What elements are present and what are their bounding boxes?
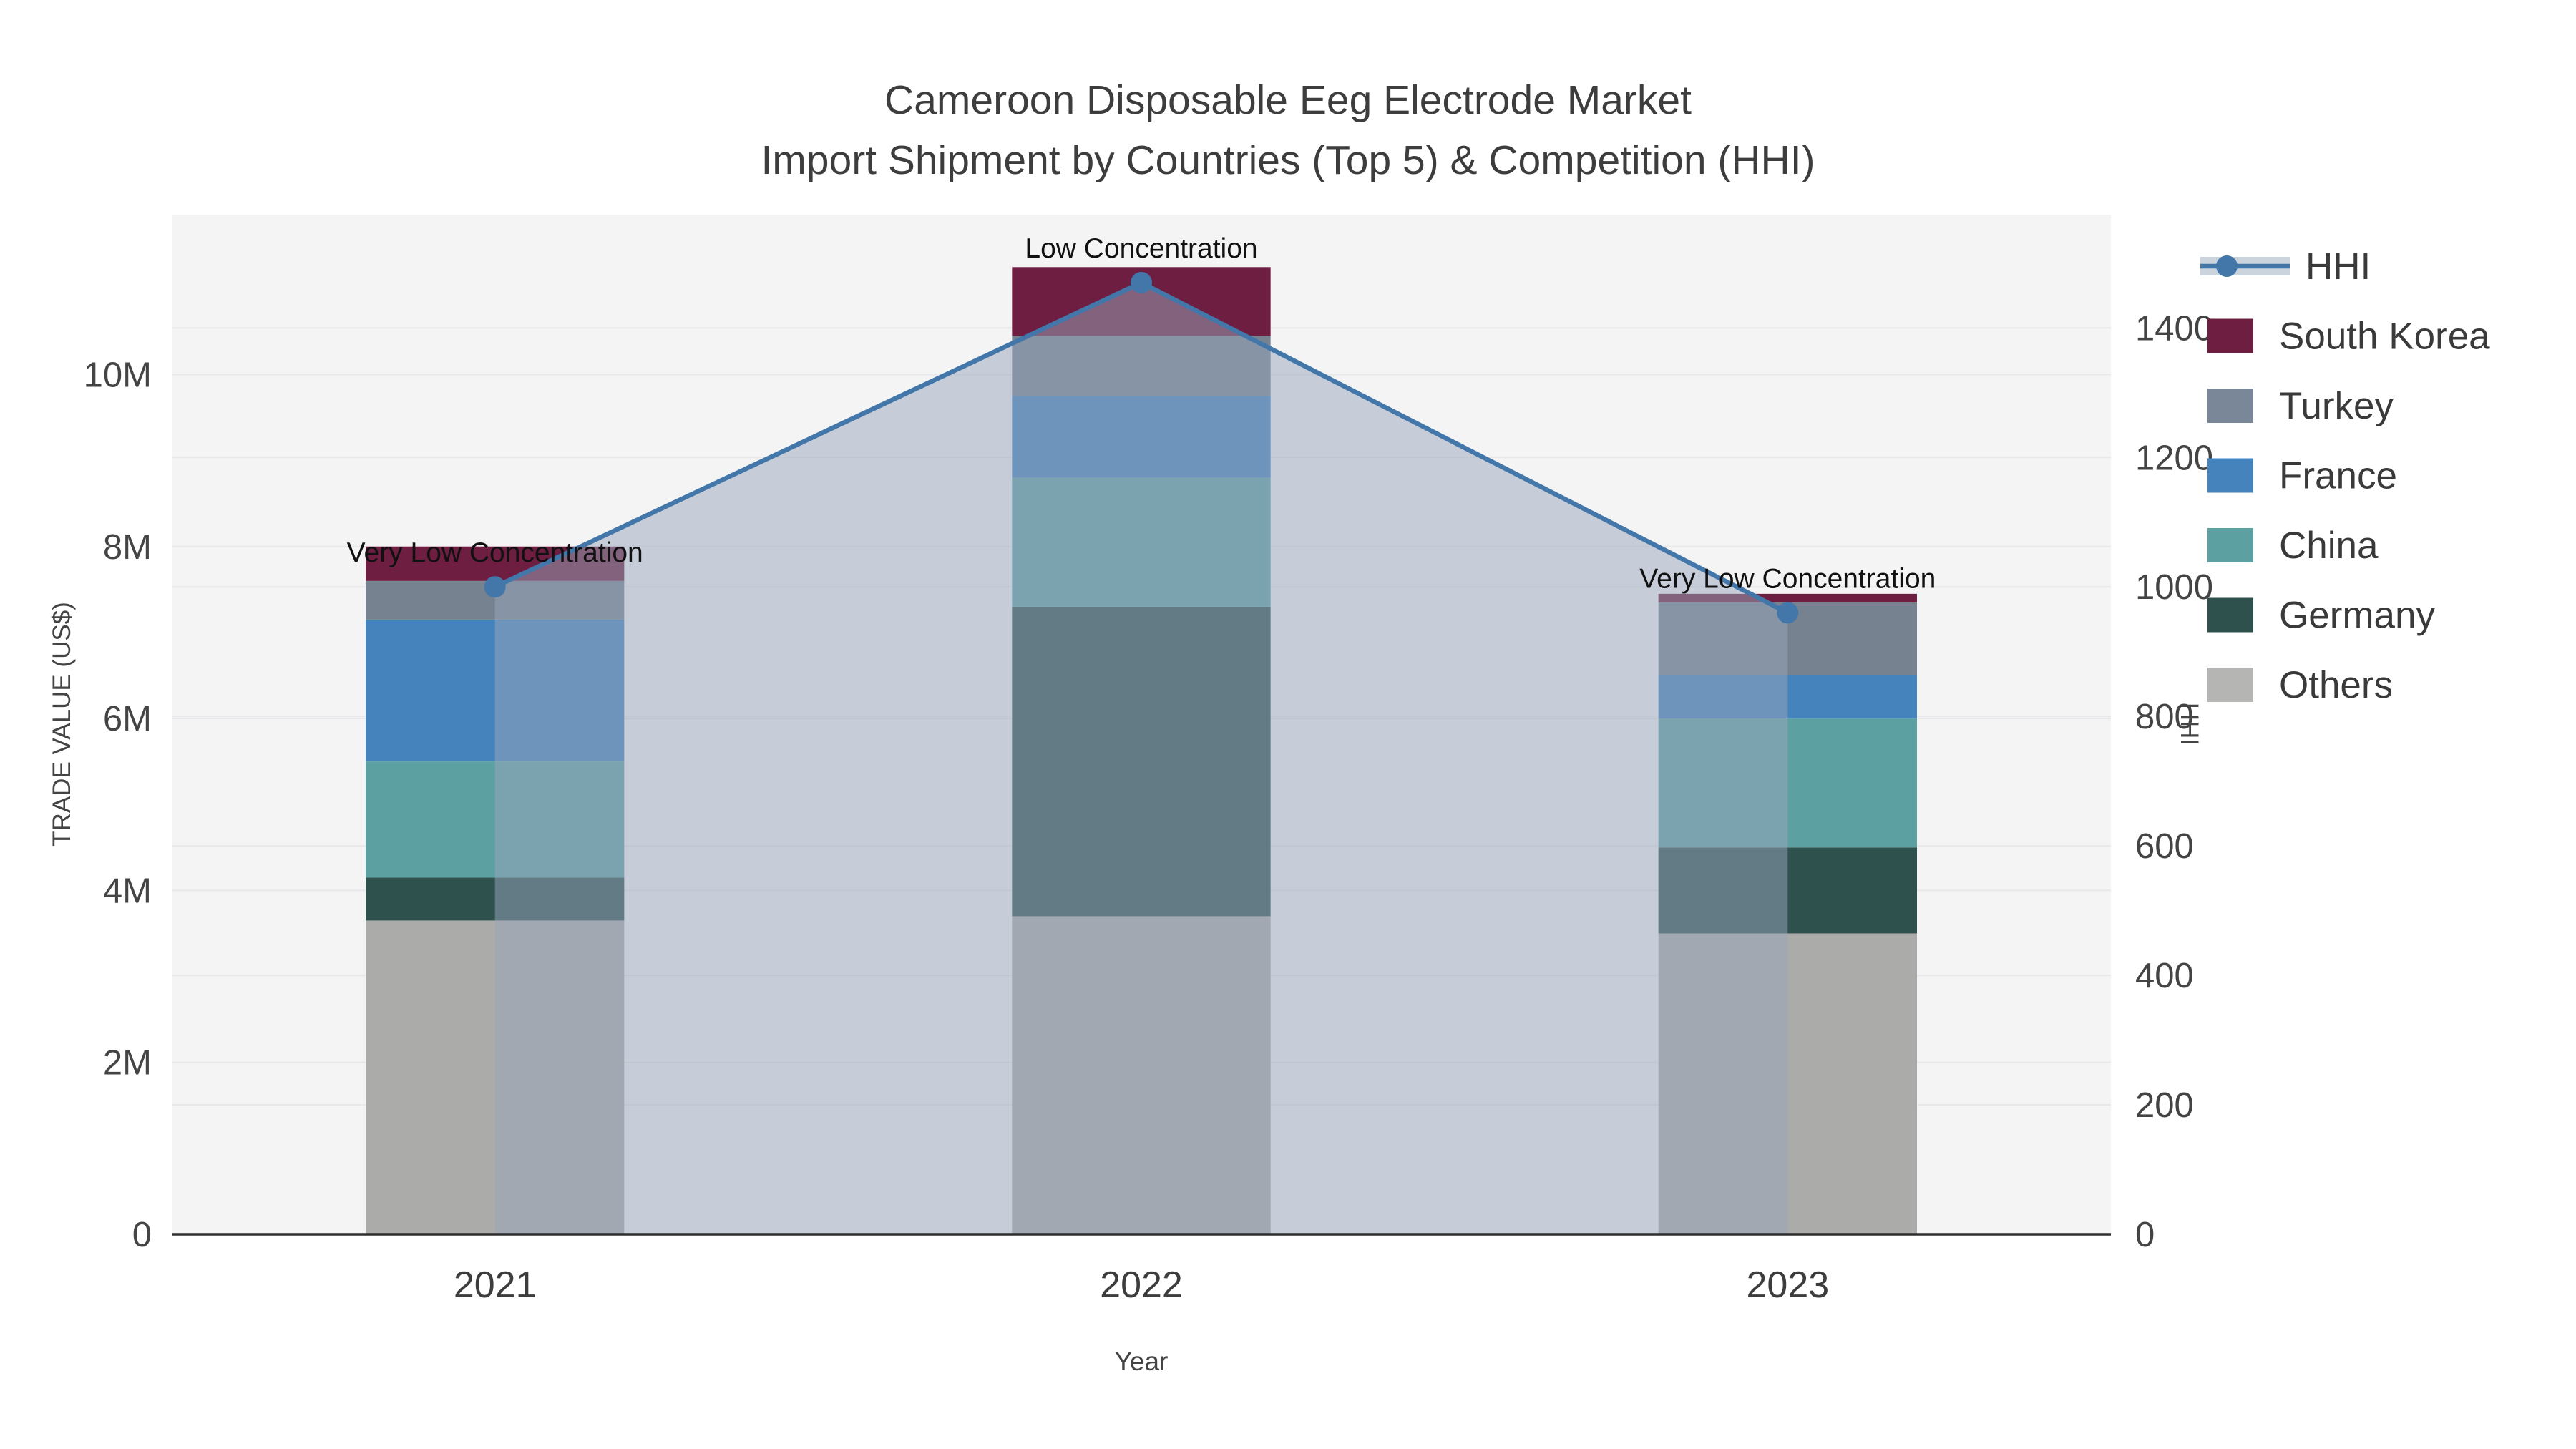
legend-item-germany-label: Germany [2279,595,2435,637]
legend-item-turkey-label: Turkey [2279,385,2394,427]
legend-swatch-icon [2207,528,2253,562]
y-left-tick-8M: 8M [103,528,152,567]
legend-swatch-icon [2207,318,2253,353]
y-right-tick-200: 200 [2135,1086,2194,1125]
legend-item-france-label: France [2279,455,2397,497]
hhi-point-2021 [484,576,506,598]
x-axis-title: Year [1115,1347,1169,1376]
legend-item-turkey[interactable]: Turkey [2207,385,2394,427]
y-left-tick-6M: 6M [103,700,152,738]
chart-title-line1: Cameroon Disposable Eeg Electrode Market [884,77,1692,123]
chart-title: Cameroon Disposable Eeg Electrode Market… [0,70,2576,190]
annotation-2022: Low Concentration [1025,233,1257,264]
y-right-tick-1000: 1000 [2135,568,2213,607]
legend-item-france[interactable]: France [2207,455,2397,497]
legend-item-china[interactable]: China [2207,525,2379,567]
x-tick-2021: 2021 [454,1264,537,1306]
legend-swatch-icon [2207,597,2253,633]
x-tick-2023: 2023 [1746,1264,1829,1306]
legend-item-hhi-label: HHI [2306,245,2371,288]
y-right-axis-title: HHI [2175,703,2203,746]
annotation-2023: Very Low Concentration [1639,563,1936,594]
y-left-tick-2M: 2M [103,1044,152,1083]
legend-item-south-korea-label: South Korea [2279,316,2490,358]
annotation-2021: Very Low Concentration [347,537,643,568]
legend-swatch-icon [2207,668,2253,702]
hhi-point-2022 [1131,272,1152,293]
hhi-area-fill [494,283,1788,1234]
legend-swatch-icon [2207,389,2253,423]
y-right-tick-0: 0 [2135,1216,2155,1254]
legend-swatch-icon [2207,458,2253,493]
y-right-tick-800: 800 [2135,698,2194,736]
legend-item-germany[interactable]: Germany [2207,595,2435,637]
y-left-tick-4M: 4M [103,872,152,910]
y-right-tick-600: 600 [2135,827,2194,866]
legend-item-south-korea[interactable]: South Korea [2207,316,2490,358]
x-tick-2022: 2022 [1100,1264,1183,1306]
legend-item-others[interactable]: Others [2207,664,2393,706]
y-right-tick-1400: 1400 [2135,309,2213,348]
legend-item-others-label: Others [2279,664,2393,706]
hhi-point-2023 [1777,602,1799,624]
legend-item-hhi[interactable]: HHI [2200,245,2371,288]
y-right-tick-1200: 1200 [2135,439,2213,477]
chart-title-line2: Import Shipment by Countries (Top 5) & C… [761,137,1815,183]
y-left-tick-10M: 10M [84,356,152,394]
legend-item-china-label: China [2279,525,2379,567]
y-left-tick-0: 0 [132,1216,152,1254]
legend-hhi-marker-icon [2216,255,2238,277]
y-right-tick-400: 400 [2135,957,2194,995]
y-left-axis-title: TRADE VALUE (US$) [48,602,76,847]
